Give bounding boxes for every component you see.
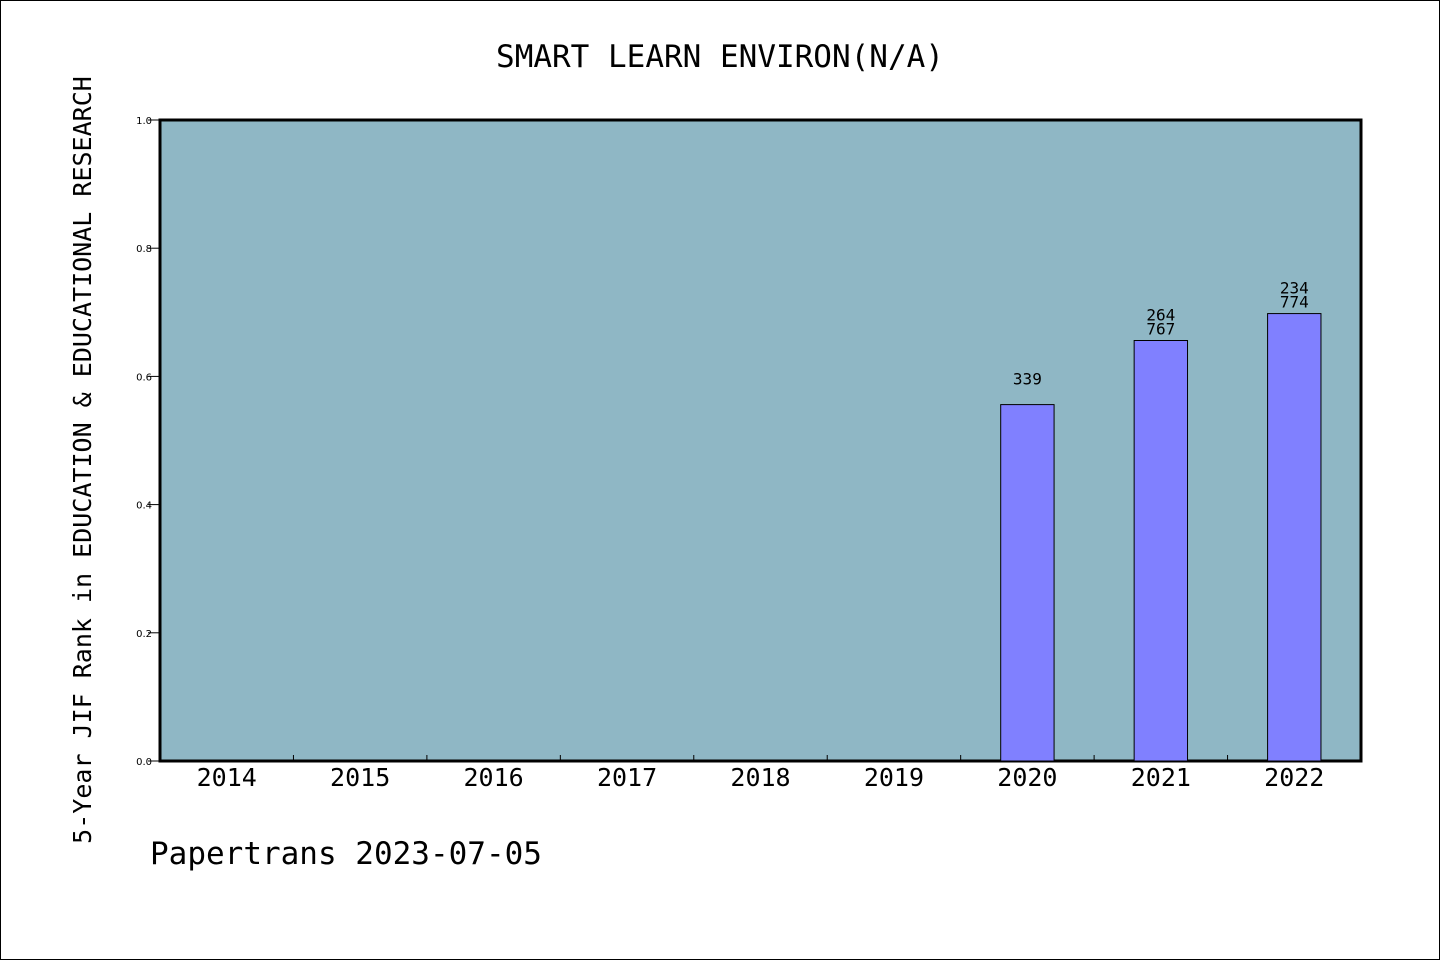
bar-data-label: 234 <box>1280 279 1309 298</box>
bar-data-label: 767 <box>1146 320 1175 339</box>
x-tick-label: 2017 <box>597 763 657 792</box>
y-axis-ticks: 0.0 0.2 0.4 0.6 0.8 1.0 <box>136 116 160 768</box>
y-tick-label: 0.0 <box>136 757 152 768</box>
y-tick-label: 0.8 <box>136 244 152 255</box>
x-tick-label: 2016 <box>464 763 524 792</box>
x-tick-label: 2020 <box>997 763 1057 792</box>
bar-data-label: 339 <box>1013 370 1042 389</box>
x-tick-label: 2022 <box>1264 763 1324 792</box>
chart-title: SMART LEARN ENVIRON(N/A) <box>496 39 944 75</box>
bar-data-label: 774 <box>1280 293 1309 312</box>
bar-data-label: 264 <box>1146 306 1175 325</box>
x-axis-ticks: 2014 2015 2016 2017 2018 2019 2020 2021 2022 <box>197 755 1324 792</box>
bar-2021 <box>1133 340 1189 762</box>
bar-2020 <box>1000 404 1055 762</box>
x-tick-label: 2019 <box>864 763 924 792</box>
bar-2022 <box>1267 313 1322 762</box>
x-tick-label: 2014 <box>197 763 257 792</box>
x-tick-label: 2021 <box>1131 763 1191 792</box>
y-tick-label: 0.2 <box>136 629 152 640</box>
x-tick-label: 2015 <box>330 763 390 792</box>
x-tick-label: 2018 <box>730 763 790 792</box>
y-tick-label: 1.0 <box>136 116 152 127</box>
bars <box>1000 313 1322 762</box>
y-tick-label: 0.4 <box>136 501 152 512</box>
footer-text: Papertrans 2023-07-05 <box>150 836 542 872</box>
y-axis-label: 5-Year JIF Rank in EDUCATION & EDUCATION… <box>68 76 97 844</box>
y-tick-label: 0.6 <box>136 372 152 383</box>
